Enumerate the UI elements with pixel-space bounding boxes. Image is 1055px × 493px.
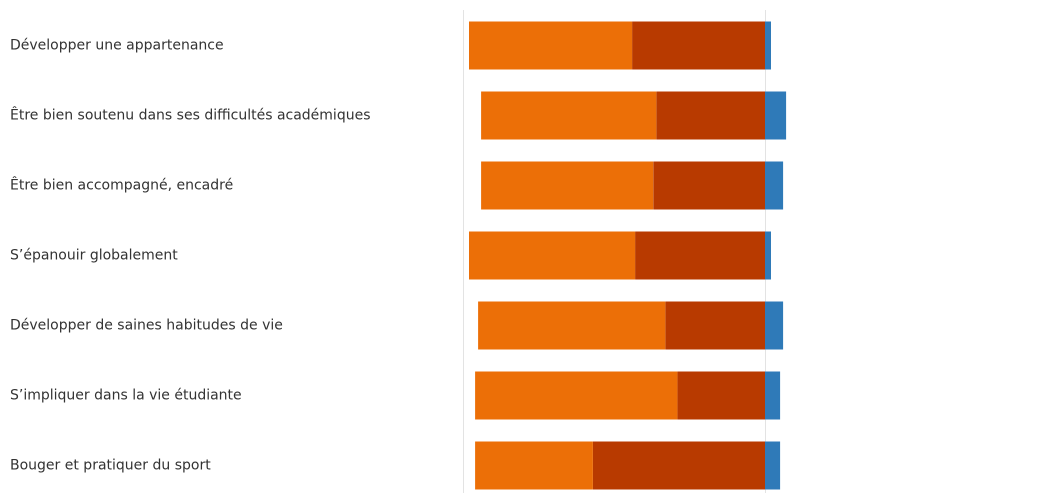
category-label: Bouger et pratiquer du sport	[10, 458, 211, 474]
bar-segment-2	[469, 21, 633, 70]
bar-segment-1	[592, 441, 765, 490]
bar-segment-2	[475, 441, 593, 490]
bar-segment-1	[665, 301, 765, 350]
bar-segment-2	[469, 231, 636, 280]
bar-segment-3	[765, 371, 781, 420]
category-label: S’impliquer dans la vie étudiante	[10, 388, 242, 404]
bars	[469, 21, 787, 490]
bar-segment-2	[478, 301, 666, 350]
bar-segment-3	[765, 91, 787, 140]
bar-segment-1	[656, 91, 765, 140]
bar-segment-3	[765, 441, 781, 490]
bar-segment-3	[765, 21, 771, 70]
category-labels: Développer une appartenance Être bien sou…	[10, 38, 371, 474]
category-label: Développer de saines habitudes de vie	[10, 318, 283, 334]
bar-segment-1	[632, 21, 765, 70]
bar-segment-2	[481, 161, 654, 210]
category-label: Être bien accompagné, encadré	[10, 176, 233, 194]
bar-segment-3	[765, 231, 771, 280]
bar-segment-2	[475, 371, 678, 420]
bar-segment-1	[653, 161, 765, 210]
bar-segment-1	[635, 231, 765, 280]
category-label: Développer une appartenance	[10, 38, 224, 54]
category-label: S’épanouir globalement	[10, 248, 178, 264]
bar-segment-2	[481, 91, 657, 140]
bar-segment-1	[677, 371, 765, 420]
bar-segment-3	[765, 301, 784, 350]
bar-segment-3	[765, 161, 784, 210]
category-label: Être bien soutenu dans ses difficultés a…	[10, 106, 371, 124]
